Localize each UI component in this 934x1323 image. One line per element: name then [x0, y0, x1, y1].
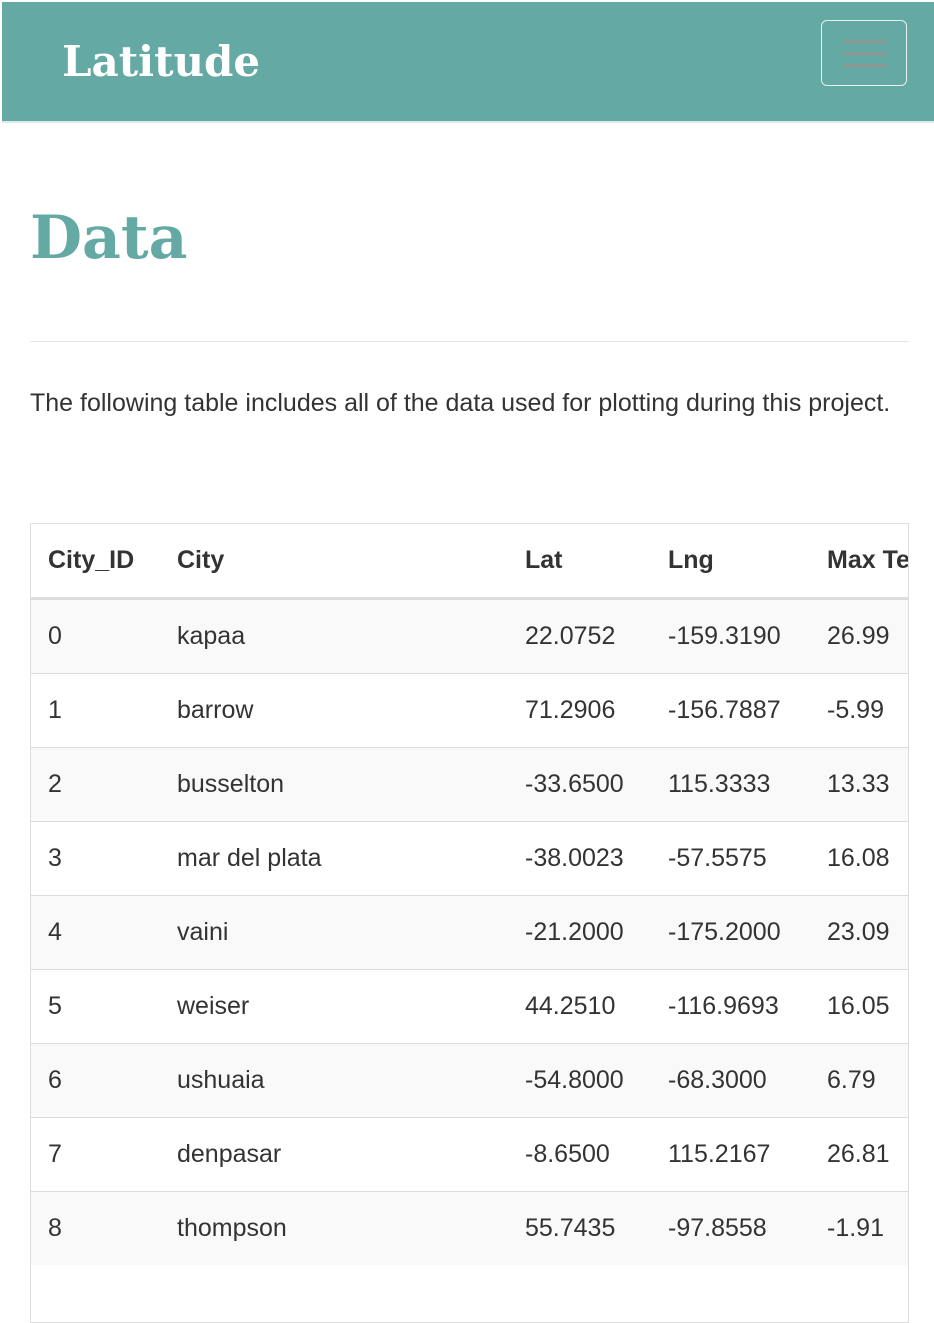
table-row: 8 thompson 55.7435 -97.8558 -1.91	[31, 1191, 908, 1265]
table-cell: -116.9693	[651, 969, 810, 1044]
table-cell: -1.91	[810, 1191, 908, 1265]
table-row: 2 busselton -33.6500 115.3333 13.33	[31, 747, 908, 822]
table-cell: 44.2510	[508, 969, 651, 1044]
table-cell: -21.2000	[508, 895, 651, 970]
table-cell: 2	[31, 747, 160, 822]
table-cell: -156.7887	[651, 673, 810, 748]
table-cell: -33.6500	[508, 747, 651, 822]
menu-toggle[interactable]	[821, 20, 907, 86]
table-cell: 6	[31, 1043, 160, 1118]
table-cell: busselton	[160, 747, 508, 822]
table-cell: 6.79	[810, 1043, 908, 1118]
table-cell: 26.81	[810, 1117, 908, 1192]
table-cell: 13.33	[810, 747, 908, 822]
table-cell: kapaa	[160, 598, 508, 674]
table-row: 4 vaini -21.2000 -175.2000 23.09	[31, 895, 908, 970]
table-cell: -175.2000	[651, 895, 810, 970]
table-cell: -38.0023	[508, 821, 651, 896]
column-header: City_ID	[31, 524, 160, 600]
table-cell: weiser	[160, 969, 508, 1044]
table-cell: 16.05	[810, 969, 908, 1044]
column-header: City	[160, 524, 508, 600]
intro-text: The following table includes all of the …	[30, 389, 891, 417]
table-cell: 55.7435	[508, 1191, 651, 1265]
table-row: 0 kapaa 22.0752 -159.3190 26.99	[31, 598, 908, 674]
table-cell: 8	[31, 1191, 160, 1265]
table-cell: ushuaia	[160, 1043, 508, 1118]
table-row: 6 ushuaia -54.8000 -68.3000 6.79	[31, 1043, 908, 1118]
table-cell: 1	[31, 673, 160, 748]
table-cell: 115.3333	[651, 747, 810, 822]
table-cell: 5	[31, 969, 160, 1044]
table-cell: 7	[31, 1117, 160, 1192]
table-row: 1 barrow 71.2906 -156.7887 -5.99	[31, 673, 908, 748]
column-header: Lat	[508, 524, 651, 600]
table-cell: mar del plata	[160, 821, 508, 896]
page-heading: Data	[30, 203, 188, 273]
table-cell: -5.99	[810, 673, 908, 748]
table-row: 7 denpasar -8.6500 115.2167 26.81	[31, 1117, 908, 1192]
table-cell: -97.8558	[651, 1191, 810, 1265]
table-cell: barrow	[160, 673, 508, 748]
table-cell: 4	[31, 895, 160, 970]
table-cell: -8.6500	[508, 1117, 651, 1192]
table-cell: -68.3000	[651, 1043, 810, 1118]
table-cell: 71.2906	[508, 673, 651, 748]
table-row: 5 weiser 44.2510 -116.9693 16.05	[31, 969, 908, 1044]
table-cell: -54.8000	[508, 1043, 651, 1118]
table-cell: 23.09	[810, 895, 908, 970]
table-cell: vaini	[160, 895, 508, 970]
navbar: Latitude	[2, 2, 934, 123]
table-cell: 16.08	[810, 821, 908, 896]
divider	[30, 341, 909, 342]
table-cell: 115.2167	[651, 1117, 810, 1192]
table-cell: thompson	[160, 1191, 508, 1265]
column-header: Lng	[651, 524, 810, 600]
table-cell: denpasar	[160, 1117, 508, 1192]
table-row: 3 mar del plata -38.0023 -57.5575 16.08	[31, 821, 908, 896]
table-cell: -159.3190	[651, 598, 810, 674]
brand[interactable]: Latitude	[62, 37, 261, 86]
table-cell: -57.5575	[651, 821, 810, 896]
table-cell: 0	[31, 598, 160, 674]
table-cell: 22.0752	[508, 598, 651, 674]
column-header: Max Temp	[810, 524, 908, 600]
table-cell: 26.99	[810, 598, 908, 674]
table-cell: 3	[31, 821, 160, 896]
